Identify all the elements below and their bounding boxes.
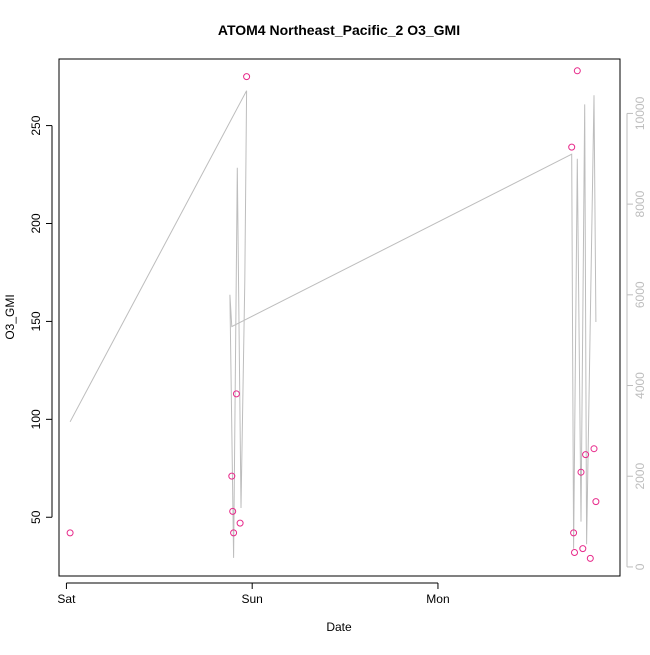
right-tick-label: 6000	[633, 281, 647, 308]
data-point	[590, 445, 598, 453]
data-point	[577, 468, 585, 476]
bottom-tick-label: Sun	[242, 592, 263, 606]
data-point	[571, 549, 578, 556]
points-layer	[66, 67, 600, 562]
bottom-axis: Sat Sun Mon	[57, 582, 450, 606]
data-point	[573, 67, 581, 75]
bottom-tick-label: Mon	[426, 592, 449, 606]
data-point	[586, 554, 594, 562]
data-point	[236, 519, 244, 527]
left-tick-label: 200	[29, 213, 43, 233]
data-point	[66, 529, 74, 537]
x-axis-label: Date	[326, 620, 352, 634]
right-tick-label: 0	[633, 563, 647, 570]
left-tick-label: 250	[29, 115, 43, 135]
right-tick-label: 2000	[633, 463, 647, 490]
data-point	[228, 472, 236, 480]
data-point	[570, 529, 578, 537]
right-tick-label: 4000	[633, 372, 647, 399]
right-tick-label: 10000	[633, 96, 647, 130]
plot-frame	[58, 58, 621, 577]
left-tick-label: 50	[29, 510, 43, 524]
series-line	[69, 90, 597, 558]
data-point	[229, 507, 237, 515]
y-axis-label: O3_GMI	[3, 294, 17, 339]
right-axis: 0 2000 4000 6000 8000 10000	[626, 96, 647, 570]
data-point	[582, 451, 590, 459]
bottom-tick-label: Sat	[57, 592, 76, 606]
left-tick-label: 150	[29, 311, 43, 331]
data-point	[579, 545, 587, 553]
data-point	[230, 529, 238, 537]
line-series-layer	[69, 90, 597, 558]
left-axis: 50 100 150 200 250	[29, 115, 53, 524]
right-tick-label: 8000	[633, 190, 647, 217]
chart-title: ATOM4 Northeast_Pacific_2 O3_GMI	[218, 22, 460, 38]
left-tick-label: 100	[29, 409, 43, 429]
data-point	[232, 390, 240, 398]
data-point	[568, 143, 576, 151]
data-point	[592, 498, 600, 506]
data-point	[243, 73, 251, 81]
